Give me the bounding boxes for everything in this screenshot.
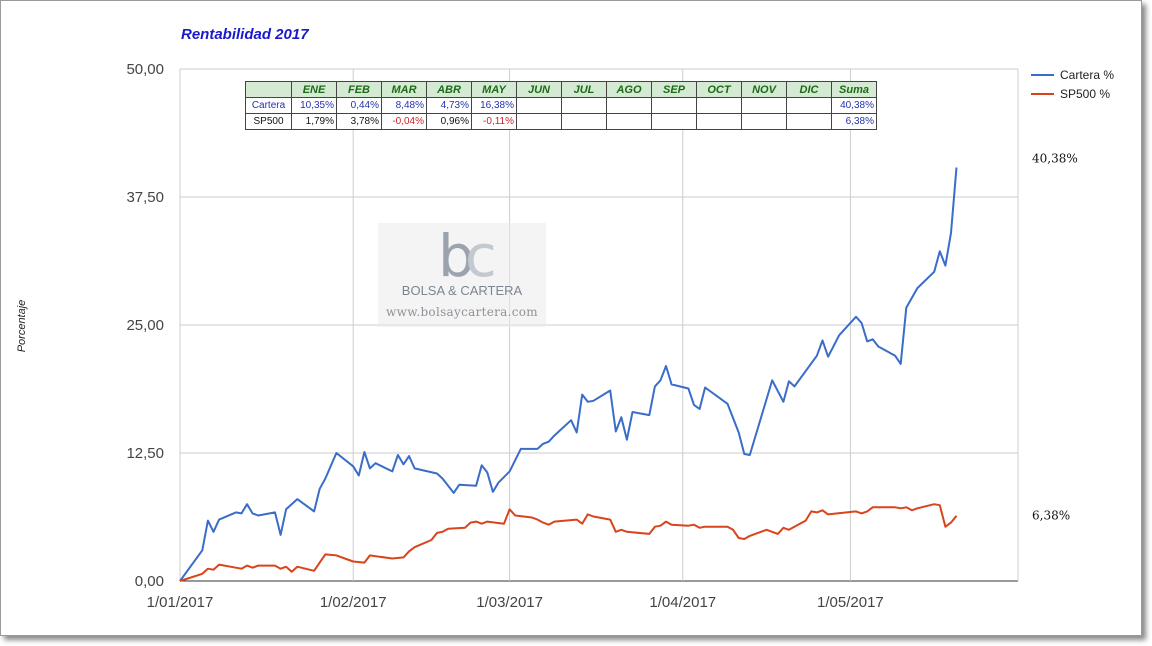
table-header-cell: FEB [336, 81, 382, 98]
table-cell: 3,78% [336, 113, 382, 130]
monthly-returns-table: ENE FEB MAR ABR MAY JUN JUL AGO SEP OCT NOV DIC Suma… [245, 81, 877, 130]
series-lines [179, 167, 958, 582]
table-header-cell: ABR [426, 81, 472, 98]
line-chart: 0,00 12,50 25,00 37,50 50,00 1/01/2017 1/02/20… [126, 61, 1114, 611]
table-cell [561, 97, 607, 114]
series-line-sp500 [179, 503, 958, 582]
chart-frame: 0,00 12,50 25,00 37,50 50,00 1/01/2017 1/02/20… [0, 0, 1142, 636]
table-cell [606, 113, 652, 130]
y-axis-label: Porcentaje [16, 299, 28, 353]
table-cell: 0,96% [426, 113, 472, 130]
table-cell: -0,11% [471, 113, 517, 130]
table-header-cell: Suma [831, 81, 877, 98]
table-header-cell: AGO [606, 81, 652, 98]
end-value-label: 6,38% [1032, 509, 1070, 523]
table-cell: 0,44% [336, 97, 382, 114]
table-row-label: SP500 [245, 113, 292, 130]
table-header-cell: MAR [381, 81, 427, 98]
legend: Cartera % SP500 % [1031, 68, 1114, 101]
gridlines [179, 68, 1019, 582]
table-header-cell: JUL [561, 81, 607, 98]
table-cell: 8,48% [381, 97, 427, 114]
y-tick-label: 0,00 [135, 573, 164, 590]
x-tick-label: 1/05/2017 [817, 594, 884, 611]
table-row: Cartera 10,35% 0,44% 8,48% 4,73% 16,38% 40,38% [245, 97, 877, 114]
table-cell [741, 113, 787, 130]
table-cell [516, 113, 562, 130]
table-cell [606, 97, 652, 114]
end-labels: 40,38% 6,38% [1032, 152, 1078, 523]
table-cell: -0,04% [381, 113, 427, 130]
legend-entry: SP500 % [1060, 87, 1110, 101]
table-cell: 6,38% [831, 113, 877, 130]
table-cell: 16,38% [471, 97, 517, 114]
chart-title: Rentabilidad 2017 [181, 26, 309, 43]
table-corner [245, 81, 292, 98]
watermark-url: www.bolsaycartera.com [386, 305, 538, 319]
brand-logo: bc [438, 222, 497, 290]
table-cell [696, 97, 742, 114]
table-header-cell: SEP [651, 81, 697, 98]
axis-ticks: 0,00 12,50 25,00 37,50 50,00 1/01/2017 1/02/20… [126, 61, 883, 611]
table-header-cell: OCT [696, 81, 742, 98]
table-cell [561, 113, 607, 130]
legend-entry: Cartera % [1060, 68, 1114, 82]
table-cell [741, 97, 787, 114]
end-value-label: 40,38% [1032, 152, 1078, 166]
table-cell [786, 97, 832, 114]
table-header-cell: ENE [291, 81, 337, 98]
table-header-cell: DIC [786, 81, 832, 98]
table-header-cell: MAY [471, 81, 517, 98]
table-cell [786, 113, 832, 130]
y-tick-label: 50,00 [126, 61, 164, 78]
table-cell: 1,79% [291, 113, 337, 130]
x-tick-label: 1/01/2017 [147, 594, 214, 611]
x-tick-label: 1/02/2017 [320, 594, 387, 611]
y-tick-label: 37,50 [126, 189, 164, 206]
table-row: SP500 1,79% 3,78% -0,04% 0,96% -0,11% 6,38% [245, 113, 877, 130]
table-cell [696, 113, 742, 130]
table-cell: 10,35% [291, 97, 337, 114]
table-cell: 40,38% [831, 97, 877, 114]
y-tick-label: 25,00 [126, 317, 164, 334]
table-cell [651, 97, 697, 114]
y-tick-label: 12,50 [126, 445, 164, 462]
watermark-brand: BOLSA & CARTERA [401, 283, 523, 298]
watermark: bc BOLSA & CARTERA www.bolsaycartera.com [378, 223, 546, 327]
table-header-cell: NOV [741, 81, 787, 98]
table-cell: 4,73% [426, 97, 472, 114]
x-tick-label: 1/04/2017 [649, 594, 716, 611]
x-tick-label: 1/03/2017 [476, 594, 543, 611]
table-cell [651, 113, 697, 130]
table-cell [516, 97, 562, 114]
series-line-cartera [179, 167, 958, 582]
table-header-cell: JUN [516, 81, 562, 98]
table-row-label: Cartera [245, 97, 292, 114]
